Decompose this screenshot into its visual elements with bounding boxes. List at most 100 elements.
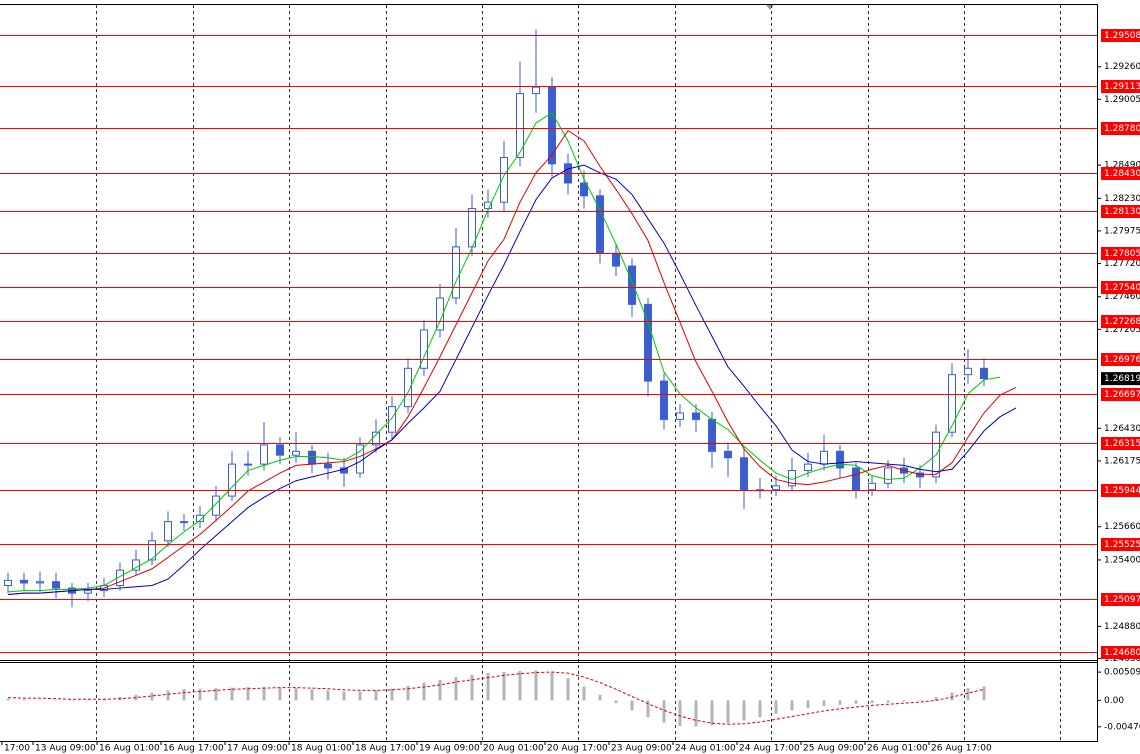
oscillator-bar	[806, 700, 810, 709]
level-label: 1.27268	[1104, 317, 1140, 327]
x-tick-label: 26 Aug 01:00	[867, 744, 928, 754]
oscillator-tick-label: 0.00	[1104, 696, 1124, 706]
oscillator-bar	[694, 700, 698, 727]
y-tick-label: 1.28230	[1104, 194, 1140, 204]
level-label-bg	[1101, 281, 1140, 294]
oscillator-signal-line	[7, 671, 985, 725]
oscillator-bar	[534, 670, 538, 701]
oscillator-bar	[790, 700, 794, 711]
level-label-bg	[1101, 80, 1140, 93]
candle-body	[852, 467, 860, 491]
level-label-bg	[1101, 353, 1140, 366]
oscillator-bar	[102, 699, 106, 701]
candle-body	[228, 463, 236, 497]
oscillator-bar	[486, 673, 490, 701]
oscillator-bar	[214, 688, 218, 701]
level-label: 1.25525	[1104, 540, 1140, 550]
x-tick-label: 24 Aug 17:00	[739, 744, 800, 754]
candle-body	[324, 463, 332, 469]
candle-body	[676, 412, 684, 420]
oscillator-bar	[390, 688, 394, 701]
level-label-bg	[1101, 538, 1140, 551]
candle-body	[916, 472, 924, 478]
candle-body	[532, 86, 540, 95]
level-label: 1.25097	[1104, 595, 1140, 605]
oscillator-bar	[854, 700, 858, 704]
candle-body	[740, 457, 748, 491]
candle-body	[164, 521, 172, 542]
candle-body	[660, 380, 668, 420]
oscillator-bar	[582, 686, 586, 701]
level-label-bg	[1101, 437, 1140, 450]
oscillator-bar	[310, 689, 314, 701]
oscillator-bar	[758, 700, 762, 718]
oscillator-bar	[294, 688, 298, 701]
level-label: 1.26976	[1104, 355, 1140, 365]
y-tick-label: 1.25660	[1104, 522, 1140, 532]
y-tick-label: 1.27720	[1104, 259, 1140, 269]
candle-body	[948, 374, 956, 433]
oscillator-bar	[406, 685, 410, 701]
oscillator-bar	[54, 700, 58, 701]
level-label: 1.29508	[1104, 31, 1140, 41]
candle-body	[612, 252, 620, 267]
candle-body	[436, 297, 444, 331]
level-label-bg	[1101, 167, 1140, 180]
x-tick-label: 20 Aug 01:00	[483, 744, 544, 754]
oscillator-bar	[678, 700, 682, 726]
oscillator-bar	[134, 694, 138, 701]
y-tick-label: 1.27460	[1104, 292, 1140, 302]
candle-body	[292, 450, 300, 456]
y-tick-label: 1.29005	[1104, 95, 1140, 105]
oscillator-bar	[342, 691, 346, 701]
candle-body	[244, 463, 252, 466]
level-label: 1.24680	[1104, 648, 1140, 658]
candle-body	[484, 201, 492, 210]
oscillator-bar	[838, 700, 842, 705]
level-label: 1.28430	[1104, 169, 1140, 179]
candle-body	[868, 482, 876, 491]
candle-body	[132, 559, 140, 571]
candle-body	[260, 444, 268, 465]
oscillator-bar	[966, 688, 970, 701]
candle-body	[964, 367, 972, 376]
candle-body	[36, 581, 44, 584]
candle-body	[116, 569, 124, 587]
oscillator-bar	[38, 699, 42, 701]
oscillator-bar	[662, 700, 666, 723]
level-label: 1.28780	[1104, 124, 1140, 134]
oscillator-bar	[182, 689, 186, 701]
oscillator-bar	[918, 700, 922, 701]
level-label-bg	[1101, 205, 1140, 218]
x-tick-label: 17 Aug 09:00	[227, 744, 288, 754]
level-label-bg	[1101, 646, 1140, 659]
oscillator-bar	[198, 688, 202, 701]
x-tick-label: 26 Aug 17:00	[931, 744, 992, 754]
oscillator-bar	[630, 700, 634, 711]
moving-average-line	[7, 112, 1001, 593]
oscillator-bar	[726, 700, 730, 724]
current-price-marker	[1101, 372, 1140, 386]
oscillator-bar	[870, 700, 874, 704]
oscillator-bar	[470, 674, 474, 701]
y-tick-label: 1.26430	[1104, 424, 1140, 434]
x-tick-label: 19 Aug 09:00	[419, 744, 480, 754]
oscillator-bar	[902, 700, 906, 702]
candle-body	[980, 367, 988, 380]
oscillator-bar	[774, 700, 778, 714]
current-price-label: 1.26819	[1104, 374, 1140, 384]
oscillator-bar	[454, 677, 458, 701]
candle-body	[196, 514, 204, 523]
oscillator-bar	[70, 700, 74, 701]
candle-body	[500, 156, 508, 203]
candle-body	[452, 246, 460, 299]
candle-body	[772, 485, 780, 491]
candle-body	[804, 463, 812, 472]
level-label: 1.28130	[1104, 207, 1140, 217]
candle-body	[4, 579, 12, 587]
oscillator-bar	[438, 679, 442, 701]
candle-body	[692, 412, 700, 420]
oscillator-bar	[518, 670, 522, 701]
oscillator-tick-label: -0.00476	[1104, 722, 1140, 732]
x-tick-label: 20 Aug 17:00	[547, 744, 608, 754]
